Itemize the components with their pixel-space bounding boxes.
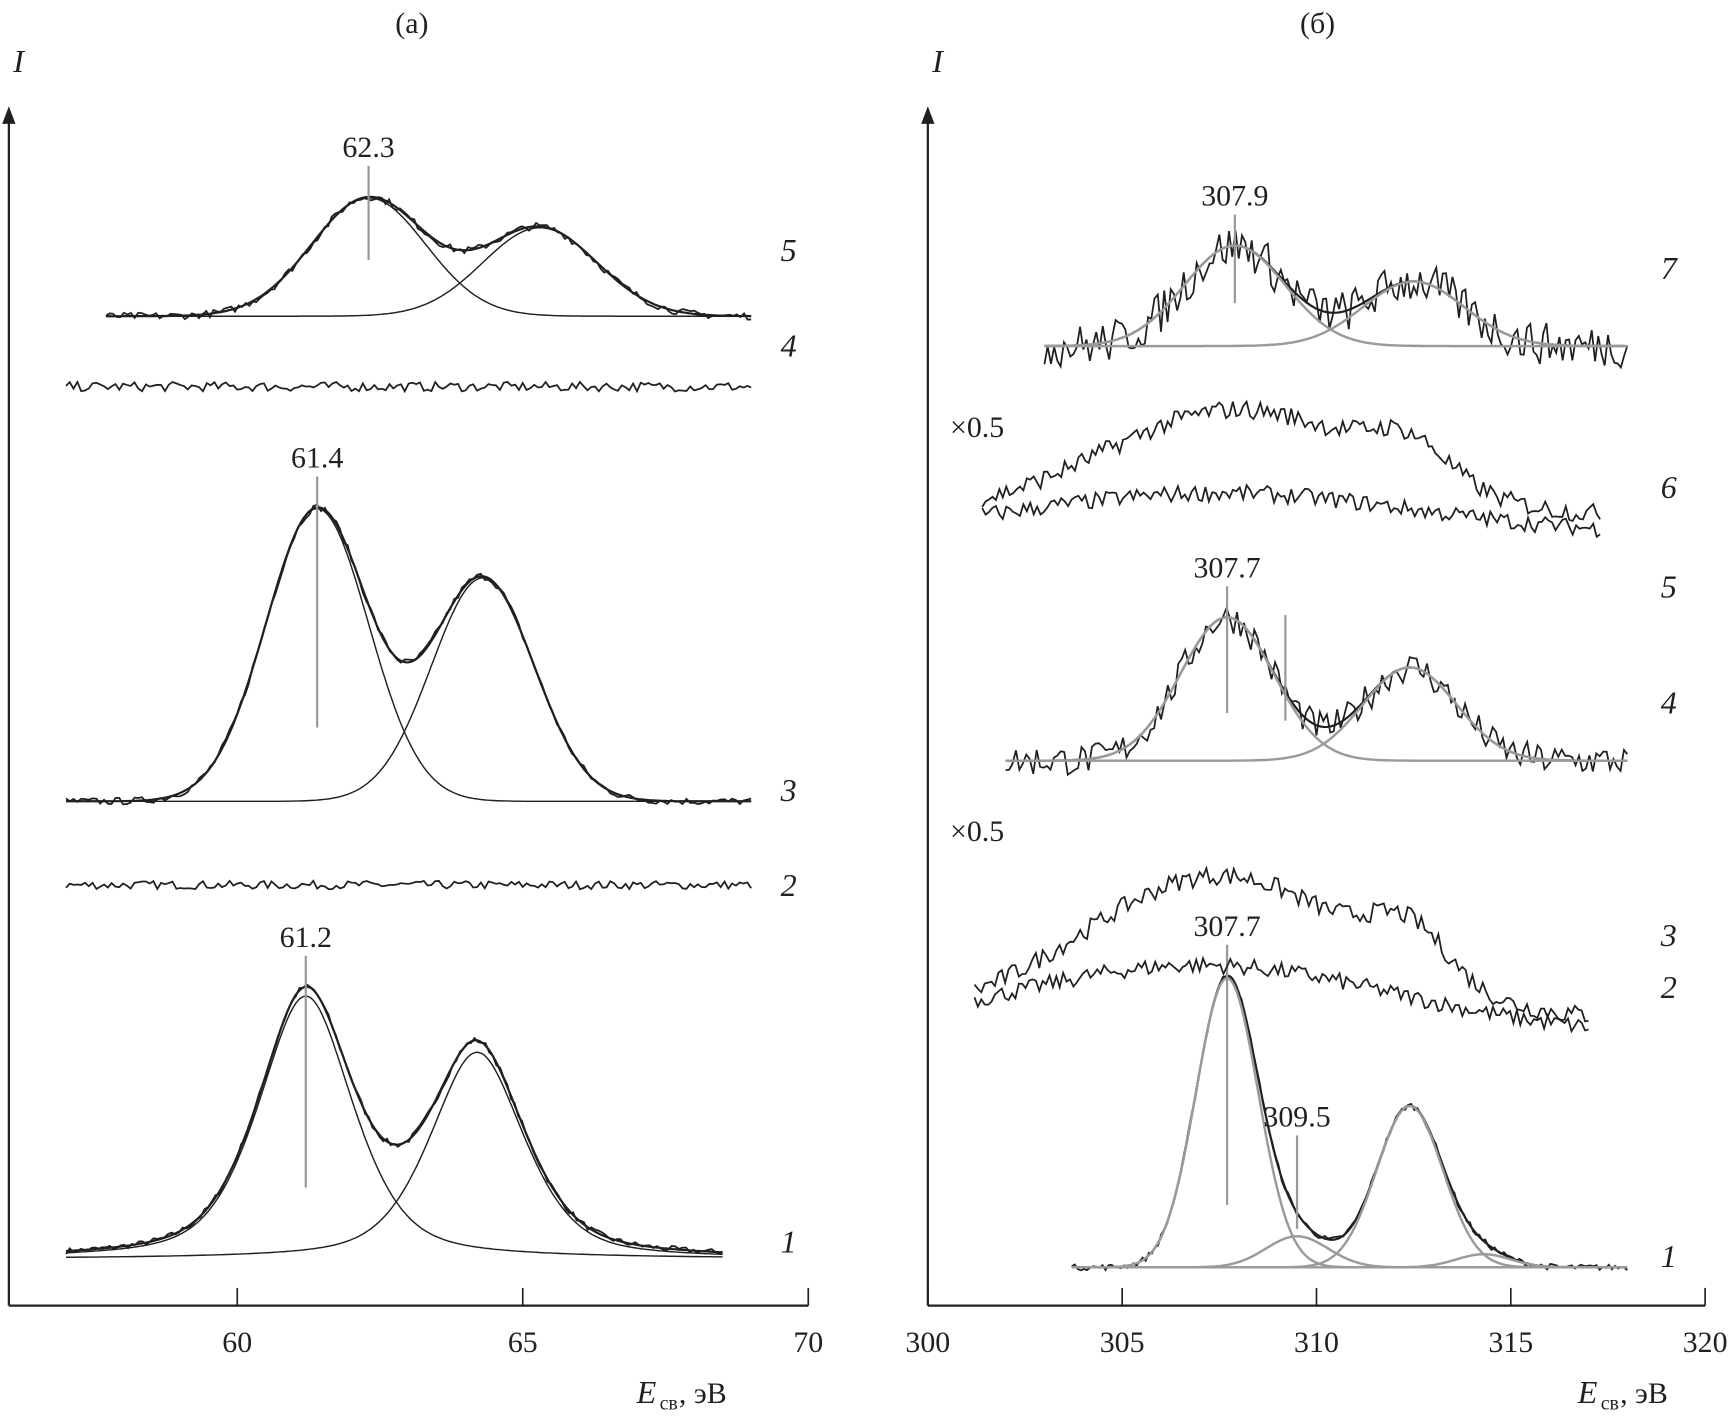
fit-component	[105, 226, 752, 317]
series-4: 307.74	[1005, 551, 1677, 777]
scale-factor-label: ×0.5	[950, 411, 1004, 444]
series-5: 5	[981, 483, 1677, 604]
experimental-spectrum	[105, 196, 752, 321]
curve-number-label: 2	[1661, 969, 1677, 1005]
series-3: 61.43	[65, 442, 797, 808]
curve-number-label: 3	[780, 772, 797, 808]
curve-number-label: 6	[1661, 469, 1677, 505]
experimental-spectrum	[65, 879, 752, 891]
fit-component	[1071, 976, 1628, 1269]
series-1: 61.21	[65, 921, 797, 1260]
series-1: 307.7 309.5 1	[1071, 910, 1677, 1274]
fit-envelope	[65, 506, 752, 803]
series-7: 307.97	[1043, 180, 1679, 370]
experimental-spectrum	[973, 865, 1589, 1023]
curve-number-label: 1	[781, 1224, 797, 1260]
x-label-main: E	[1577, 1374, 1598, 1410]
curve-number-label: 4	[1661, 685, 1677, 721]
peak-label: 309.5	[1263, 1101, 1330, 1134]
fit-component	[1071, 1235, 1628, 1269]
y-axis-label: I	[12, 43, 25, 79]
series-4: 4	[65, 327, 797, 394]
x-label-sub: св	[660, 1393, 678, 1415]
x-tick-label: 300	[905, 1326, 950, 1359]
curve-number-label: 5	[1661, 568, 1677, 604]
x-tick-label: 320	[1683, 1326, 1728, 1359]
peak-label: 61.4	[291, 442, 343, 475]
peak-label: 307.7	[1193, 551, 1260, 584]
y-axis-label: I	[931, 43, 944, 79]
fit-component	[1071, 1253, 1628, 1269]
series-2: 2	[973, 955, 1677, 1034]
scale-factor-label: ×0.5	[950, 815, 1004, 848]
x-tick-label: 315	[1488, 1326, 1533, 1359]
x-label-unit: , эВ	[679, 1377, 727, 1410]
peak-label: 62.3	[342, 131, 394, 164]
fit-component	[1005, 666, 1628, 762]
fit-component	[1005, 616, 1628, 762]
curve-number-label: 7	[1661, 250, 1679, 286]
fit-component	[1044, 280, 1628, 348]
panel-title: (б)	[1300, 7, 1335, 40]
curve-number-label: 4	[781, 327, 797, 363]
experimental-spectrum	[981, 483, 1601, 539]
x-label-sub: св	[1601, 1393, 1619, 1415]
x-tick-label: 305	[1100, 1326, 1145, 1359]
fit-component	[65, 995, 723, 1258]
experimental-spectrum	[65, 503, 752, 806]
x-tick-label: 70	[793, 1326, 823, 1359]
y-axis-arrow	[921, 106, 935, 124]
fit-envelope	[105, 195, 752, 318]
curve-number-label: 3	[1660, 917, 1677, 953]
experimental-spectrum	[1071, 975, 1628, 1272]
peak-label: 307.7	[1193, 910, 1260, 943]
peak-label: 307.9	[1201, 180, 1268, 213]
x-tick-label: 60	[222, 1326, 252, 1359]
series-6: 6 ×0.5	[950, 399, 1677, 522]
experimental-spectrum	[65, 379, 752, 394]
curve-number-label: 1	[1661, 1238, 1677, 1274]
panel-title: (а)	[395, 7, 428, 40]
x-tick-label: 310	[1294, 1326, 1339, 1359]
experimental-spectrum	[1005, 604, 1629, 777]
series-3: 3 ×0.5	[950, 815, 1677, 1023]
panel-b: (б) I 300 305 310 315 320 E св, эВ 307.7 309.5 1 2 3 ×…	[905, 7, 1727, 1414]
fit-envelope	[1071, 974, 1628, 1269]
fit-envelope	[65, 985, 723, 1254]
fit-component	[65, 1051, 723, 1258]
fit-envelope	[1044, 244, 1628, 348]
curve-number-label: 2	[781, 867, 797, 903]
x-label-main: E	[636, 1374, 657, 1410]
y-axis-arrow	[2, 106, 16, 124]
fit-component	[105, 197, 752, 317]
experimental-spectrum	[65, 983, 723, 1255]
curve-number-label: 5	[781, 232, 797, 268]
fit-component	[65, 507, 752, 803]
x-tick-label: 65	[508, 1326, 538, 1359]
fit-component	[65, 577, 752, 803]
peak-label: 61.2	[280, 921, 332, 954]
series-5: 62.35	[105, 131, 797, 321]
experimental-spectrum	[973, 955, 1589, 1034]
fit-component	[1071, 1104, 1628, 1269]
series-2: 2	[65, 867, 797, 903]
experimental-spectrum	[981, 399, 1601, 522]
x-label-unit: , эВ	[1620, 1377, 1668, 1410]
fit-component	[1044, 244, 1628, 348]
